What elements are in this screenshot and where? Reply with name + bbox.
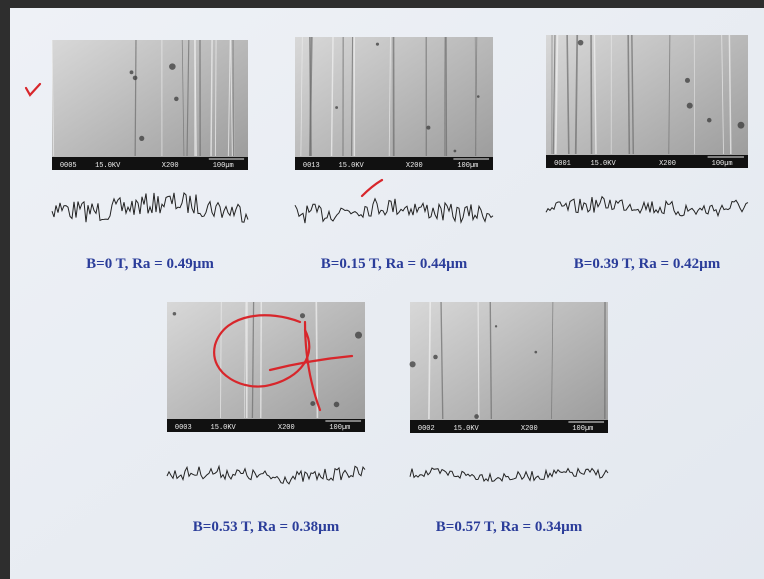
caption: B=0.15 T, Ra = 0.44µm xyxy=(321,256,468,272)
info-kv: 15.0KV xyxy=(454,425,480,433)
surface-pit xyxy=(169,63,176,70)
caption: B=0 T, Ra = 0.49µm xyxy=(86,256,214,272)
surface-streak xyxy=(233,40,234,156)
page: 0005 15.0KV X200 100µm B=0 T, Ra = 0.49µm 001… xyxy=(0,0,764,579)
surface-streak xyxy=(135,40,136,156)
surface-pit xyxy=(707,118,712,123)
surface-pit xyxy=(376,43,379,46)
caption: B=0.39 T, Ra = 0.42µm xyxy=(574,256,721,272)
info-code: 0002 xyxy=(418,425,435,433)
slide: 0005 15.0KV X200 100µm B=0 T, Ra = 0.49µm 001… xyxy=(0,0,764,579)
surface-pit xyxy=(426,126,430,130)
sem-image xyxy=(167,302,365,432)
info-scale: 100µm xyxy=(213,162,234,170)
info-kv: 15.0KV xyxy=(211,424,237,432)
info-mag: X200 xyxy=(521,425,538,433)
caption: B=0.53 T, Ra = 0.38µm xyxy=(193,519,340,535)
info-mag: X200 xyxy=(278,424,295,432)
surface-pit xyxy=(173,312,177,316)
surface-pit xyxy=(534,351,537,354)
surface-pit xyxy=(477,95,480,98)
surface-pit xyxy=(133,76,138,81)
surface-pit xyxy=(139,136,144,141)
surface-pit xyxy=(474,414,479,419)
info-scale: 100µm xyxy=(329,424,350,432)
surface-pit xyxy=(334,402,340,408)
info-scale: 100µm xyxy=(457,162,478,170)
info-mag: X200 xyxy=(162,162,179,170)
info-mag: X200 xyxy=(406,162,423,170)
surface-pit xyxy=(310,401,315,406)
sem-image xyxy=(410,302,608,433)
info-kv: 15.0KV xyxy=(339,162,365,170)
surface-pit xyxy=(174,97,179,102)
info-code: 0001 xyxy=(554,160,571,168)
sem-image xyxy=(52,40,248,170)
info-kv: 15.0KV xyxy=(95,162,121,170)
info-code: 0013 xyxy=(303,162,320,170)
info-mag: X200 xyxy=(659,160,676,168)
surface-pit xyxy=(355,332,362,339)
caption: B=0.57 T, Ra = 0.34µm xyxy=(436,519,583,535)
surface-pit xyxy=(738,122,745,129)
info-scale: 100µm xyxy=(712,160,733,168)
surface-pit xyxy=(687,103,693,109)
info-code: 0003 xyxy=(175,424,192,432)
surface-pit xyxy=(300,313,305,318)
surface-streak xyxy=(478,302,479,419)
info-scale: 100µm xyxy=(572,425,593,433)
surface-pit xyxy=(433,355,438,360)
surface-streak xyxy=(211,40,212,156)
surface-streak xyxy=(215,40,216,156)
surface-pit xyxy=(685,78,690,83)
surface-pit xyxy=(578,40,584,46)
info-code: 0005 xyxy=(60,162,77,170)
surface-pit xyxy=(454,150,457,153)
surface-pit xyxy=(130,70,134,74)
surface-pit xyxy=(335,106,338,109)
info-kv: 15.0KV xyxy=(590,160,616,168)
surface-pit xyxy=(495,325,497,327)
surface-pit xyxy=(410,361,416,367)
